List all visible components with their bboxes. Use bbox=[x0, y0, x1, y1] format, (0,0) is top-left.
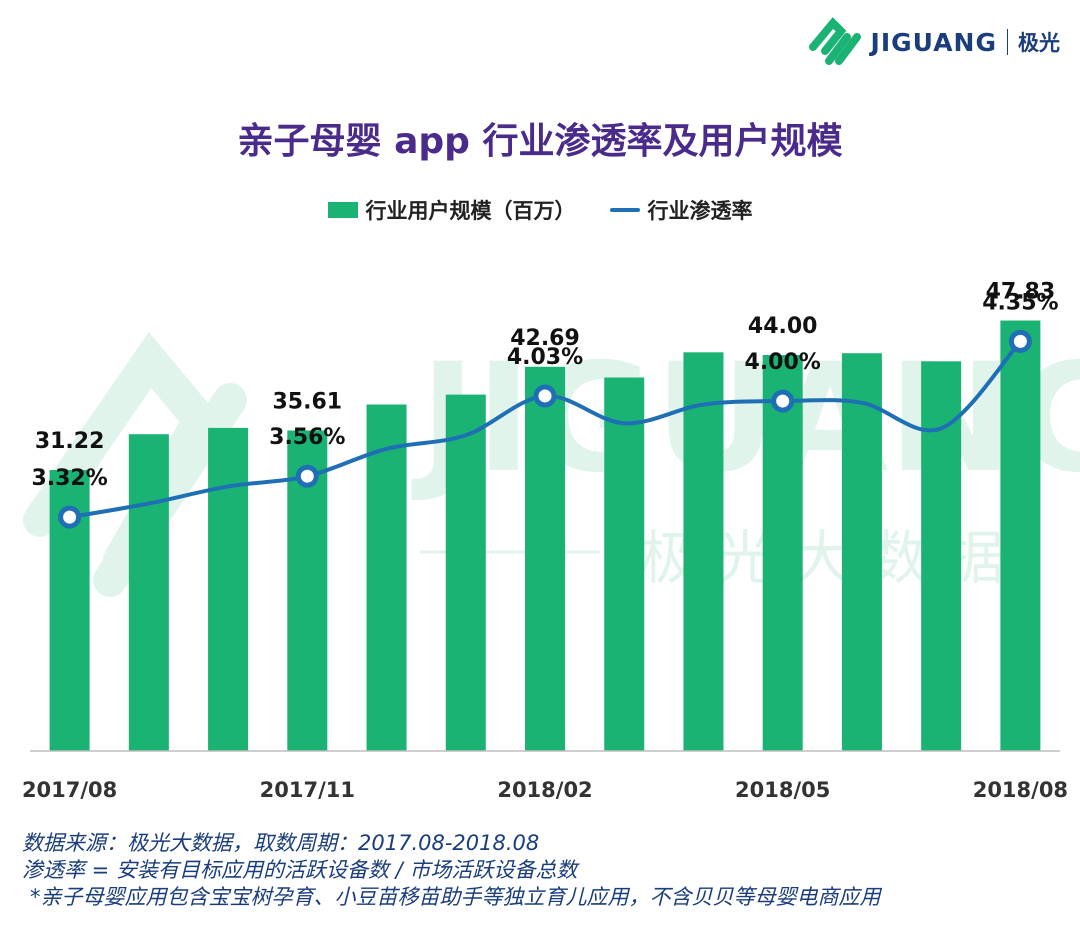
watermark-text: JIGUANG bbox=[411, 332, 1080, 506]
rate-value-label: 4.35% bbox=[982, 290, 1058, 315]
rate-value-labels: 3.32% 3.56% 4.03% 4.00% 4.35% bbox=[31, 290, 1058, 491]
x-tick-label: 2018/02 bbox=[497, 778, 592, 802]
brand-logo: JIGUANG 极光 bbox=[807, 14, 1060, 70]
rate-value-label: 3.32% bbox=[31, 466, 107, 491]
bar bbox=[841, 353, 882, 751]
bar bbox=[1000, 320, 1041, 751]
chart-legend: 行业用户规模（百万） 行业渗透率 bbox=[0, 195, 1080, 225]
bar-value-label: 47.83 bbox=[986, 280, 1056, 305]
legend-bar-swatch bbox=[327, 202, 358, 218]
rate-marker bbox=[771, 389, 795, 413]
legend-label-rate: 行业渗透率 bbox=[647, 199, 753, 223]
footnote-source: 数据来源：极光大数据，取数周期：2017.08-2018.08 bbox=[22, 831, 540, 855]
bar-value-label: 31.22 bbox=[35, 429, 105, 454]
bar-value-label: 35.61 bbox=[273, 390, 343, 415]
x-tick-label: 2017/11 bbox=[260, 778, 355, 802]
bar bbox=[445, 394, 486, 751]
rate-value-label: 3.56% bbox=[269, 425, 345, 450]
rate-value-label: 4.03% bbox=[507, 345, 583, 370]
bar-value-label: 42.69 bbox=[510, 326, 580, 351]
bar bbox=[604, 377, 645, 751]
jiguang-logo-icon bbox=[808, 17, 861, 65]
bar bbox=[683, 352, 724, 751]
logo-text: JIGUANG bbox=[870, 27, 997, 57]
logo-cn-text: 极光 bbox=[1018, 31, 1060, 55]
x-tick-label: 2017/08 bbox=[22, 778, 117, 802]
bar bbox=[762, 355, 803, 751]
rate-markers bbox=[58, 329, 1032, 529]
legend-label-users: 行业用户规模（百万） bbox=[365, 199, 576, 223]
x-tick-label: 2018/05 bbox=[735, 778, 830, 802]
legend-line-swatch bbox=[609, 208, 640, 212]
legend-item-users: 行业用户规模（百万） bbox=[327, 195, 576, 225]
x-axis-ticks: 2017/08 2017/11 2018/02 2018/05 2018/08 bbox=[22, 778, 1068, 802]
rate-value-label: 4.00% bbox=[745, 350, 821, 375]
rate-marker bbox=[58, 505, 82, 529]
rate-marker bbox=[533, 384, 557, 408]
bar bbox=[208, 427, 249, 751]
bar bbox=[525, 366, 565, 751]
bar bbox=[128, 434, 169, 751]
rate-marker bbox=[1008, 329, 1032, 353]
x-tick-label: 2018/08 bbox=[973, 778, 1068, 802]
logo-divider bbox=[1007, 29, 1008, 55]
rate-marker bbox=[295, 464, 319, 488]
chart-title: 亲子母婴 app 行业渗透率及用户规模 bbox=[237, 121, 843, 162]
bar bbox=[366, 404, 407, 751]
bar-value-labels: 31.22 35.61 42.69 44.00 47.83 bbox=[35, 280, 1055, 454]
footnotes: 数据来源：极光大数据，取数周期：2017.08-2018.08 渗透率 = 安装… bbox=[22, 830, 881, 911]
bar-value-label: 44.00 bbox=[748, 314, 818, 339]
legend-item-rate: 行业渗透率 bbox=[609, 195, 753, 225]
footnote-scope: *亲子母婴应用包含宝宝树孕育、小豆苗移苗助手等独立育儿应用，不含贝贝等母婴电商应… bbox=[30, 885, 881, 909]
footnote-definition: 渗透率 = 安装有目标应用的活跃设备数 / 市场活跃设备总数 bbox=[22, 858, 578, 882]
